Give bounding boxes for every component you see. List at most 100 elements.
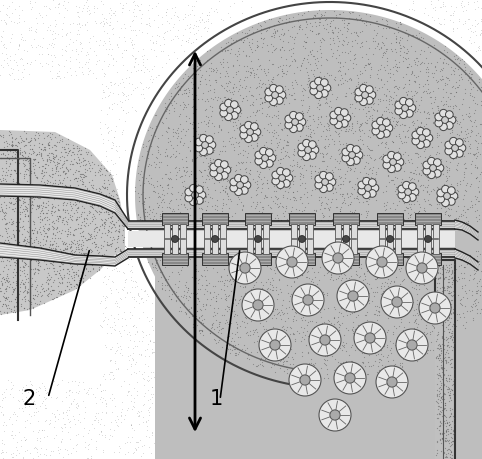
Point xyxy=(269,346,277,353)
Point xyxy=(29,230,37,237)
Point xyxy=(76,176,84,184)
Point xyxy=(194,83,202,90)
Point xyxy=(344,409,351,416)
Point xyxy=(94,168,102,175)
Point xyxy=(51,153,58,160)
Point xyxy=(306,302,314,309)
Point xyxy=(184,296,191,303)
Point xyxy=(30,269,38,276)
Point xyxy=(199,453,206,459)
Point xyxy=(400,355,407,362)
Point xyxy=(207,402,215,409)
Point xyxy=(375,141,382,149)
Point xyxy=(309,212,317,219)
Point xyxy=(324,338,332,346)
Point xyxy=(10,303,18,310)
Point xyxy=(120,216,127,223)
Point xyxy=(126,337,134,344)
Point xyxy=(258,330,266,338)
Point xyxy=(7,64,14,72)
Point xyxy=(269,286,277,294)
Point xyxy=(429,346,437,353)
Point xyxy=(159,203,166,211)
Point xyxy=(415,30,423,37)
Point xyxy=(139,90,147,98)
Point xyxy=(46,189,54,196)
Point xyxy=(43,253,51,261)
Point xyxy=(50,295,58,302)
Point xyxy=(57,438,65,446)
Point xyxy=(93,19,100,27)
Point xyxy=(72,448,80,455)
Point xyxy=(18,249,26,257)
Point xyxy=(221,305,229,312)
Point xyxy=(156,393,163,400)
Point xyxy=(436,427,443,434)
Point xyxy=(211,444,218,452)
Point xyxy=(306,74,313,82)
Point xyxy=(218,147,226,155)
Point xyxy=(306,424,314,431)
Point xyxy=(78,229,86,236)
Point xyxy=(13,189,21,196)
Point xyxy=(462,181,469,188)
Point xyxy=(343,442,351,449)
Point xyxy=(39,246,46,254)
Point xyxy=(445,76,453,84)
Point xyxy=(267,266,275,273)
Point xyxy=(160,191,168,199)
Point xyxy=(215,123,223,131)
Circle shape xyxy=(416,128,424,135)
Point xyxy=(172,8,179,16)
Point xyxy=(181,186,188,193)
Point xyxy=(318,184,326,191)
Point xyxy=(267,264,274,272)
Point xyxy=(239,414,246,421)
Point xyxy=(11,158,19,165)
Point xyxy=(122,275,130,283)
Point xyxy=(4,224,12,231)
Point xyxy=(340,113,348,121)
Point xyxy=(123,391,131,398)
Point xyxy=(343,311,351,319)
Point xyxy=(413,62,421,69)
Point xyxy=(60,410,67,417)
Point xyxy=(304,139,312,146)
Point xyxy=(37,238,44,245)
Point xyxy=(9,287,16,295)
Point xyxy=(449,370,457,377)
Point xyxy=(81,403,89,411)
Point xyxy=(73,30,80,38)
Point xyxy=(397,164,404,172)
Point xyxy=(343,256,351,263)
Point xyxy=(54,213,62,220)
Point xyxy=(310,118,318,125)
Point xyxy=(370,328,378,335)
Point xyxy=(387,93,394,100)
Point xyxy=(366,260,374,267)
Point xyxy=(68,141,76,148)
Point xyxy=(39,20,46,27)
Point xyxy=(279,311,286,318)
Point xyxy=(295,23,303,30)
Point xyxy=(325,102,333,110)
Point xyxy=(410,247,417,255)
Point xyxy=(443,436,451,443)
Point xyxy=(135,299,143,307)
Point xyxy=(304,349,312,356)
Point xyxy=(345,39,352,46)
Point xyxy=(12,50,19,58)
Point xyxy=(154,143,162,151)
Point xyxy=(106,198,113,205)
Point xyxy=(6,247,14,254)
Point xyxy=(165,273,173,280)
Point xyxy=(340,19,348,26)
Point xyxy=(270,219,278,227)
Point xyxy=(413,34,421,41)
Point xyxy=(272,44,280,51)
Point xyxy=(0,440,8,448)
Point xyxy=(157,442,164,450)
Point xyxy=(121,242,129,250)
Point xyxy=(349,371,357,378)
Point xyxy=(141,213,149,220)
